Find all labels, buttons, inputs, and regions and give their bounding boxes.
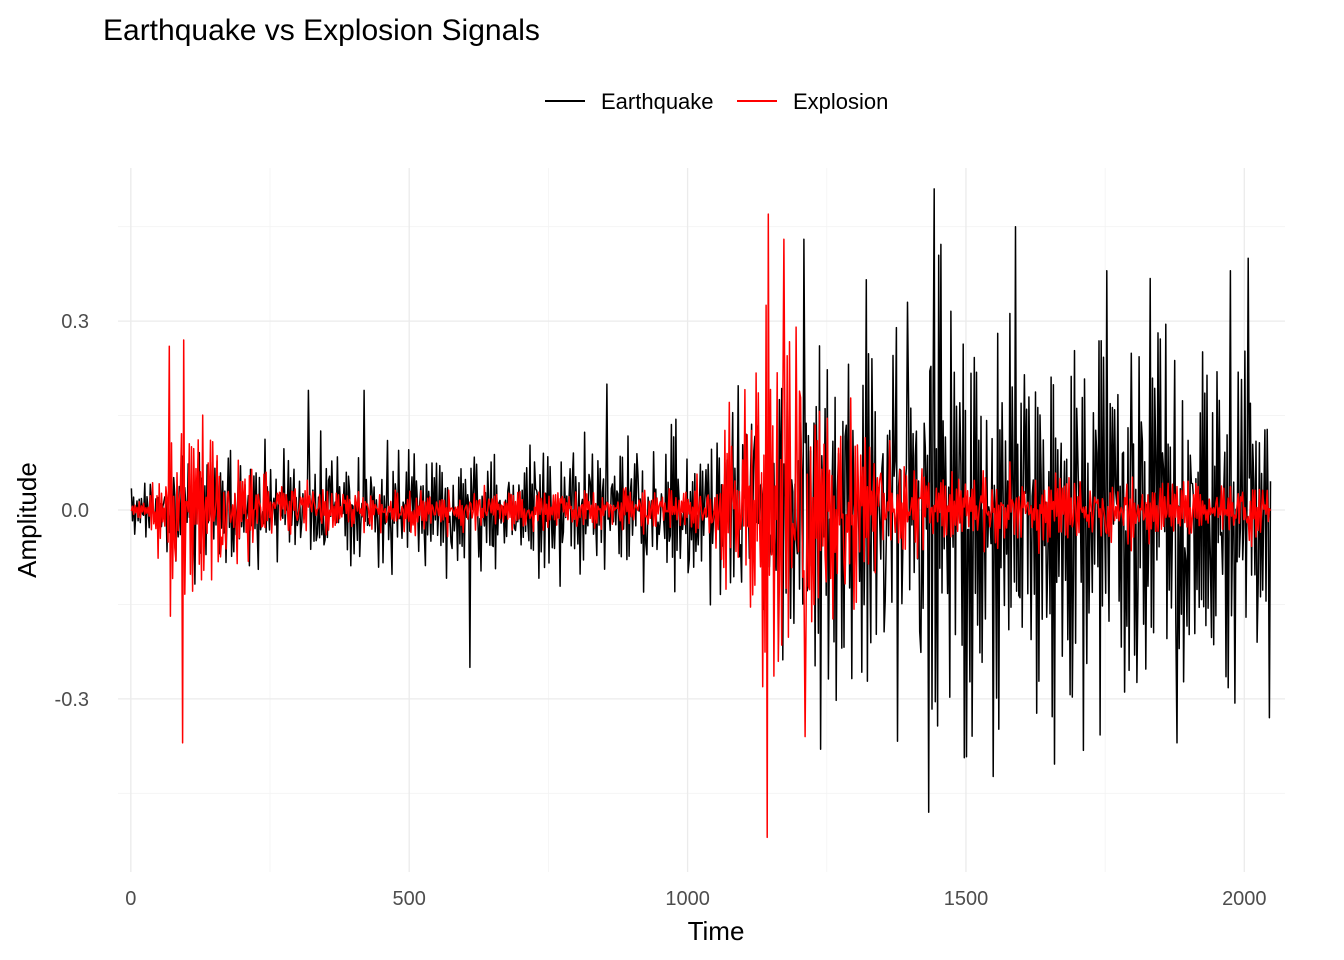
x-tick-label: 0 [125,888,136,910]
x-tick-label: 500 [393,888,426,910]
legend-label-explosion: Explosion [793,89,888,114]
x-axis-title: Time [688,916,745,946]
y-tick-label: 0.0 [61,500,89,522]
x-tick-label: 1000 [665,888,710,910]
y-axis-title: Amplitude [12,462,42,578]
y-axis-ticks: -0.3 0.0 0.3 [55,311,89,711]
x-tick-label: 2000 [1222,888,1267,910]
x-axis-ticks: 0 500 1000 1500 2000 [125,888,1266,910]
legend-label-earthquake: Earthquake [601,89,714,114]
plot-area [130,188,1272,839]
x-tick-label: 1500 [944,888,989,910]
chart-title: Earthquake vs Explosion Signals [103,14,540,47]
series-line-explosion [130,213,1272,839]
y-tick-label: 0.3 [61,311,89,333]
legend: Earthquake Explosion [545,89,888,114]
y-tick-label: -0.3 [55,689,89,711]
